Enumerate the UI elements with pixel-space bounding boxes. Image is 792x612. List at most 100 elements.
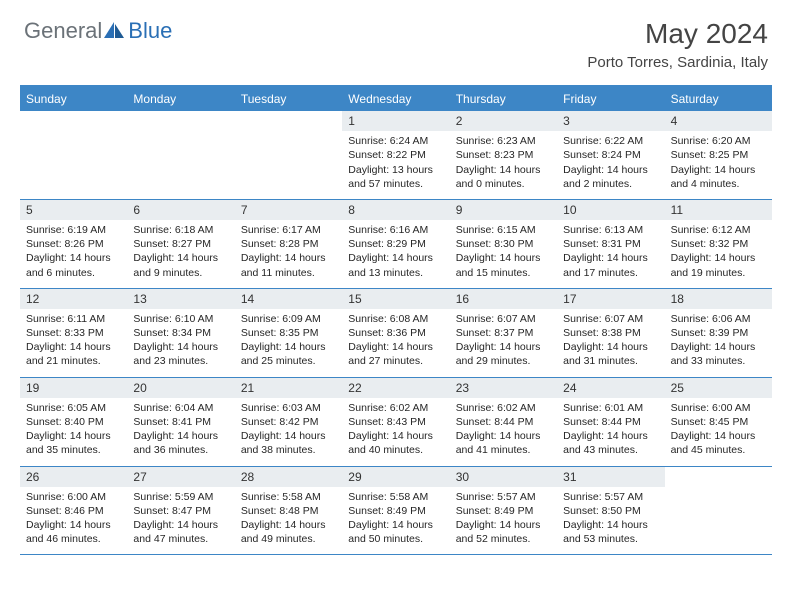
- daylight-line: Daylight: 14 hours and 53 minutes.: [563, 518, 658, 546]
- day-cell: 20Sunrise: 6:04 AMSunset: 8:41 PMDayligh…: [127, 378, 234, 466]
- day-number: 2: [456, 114, 463, 128]
- sunrise-line: Sunrise: 6:13 AM: [563, 223, 658, 237]
- day-cell: 3Sunrise: 6:22 AMSunset: 8:24 PMDaylight…: [557, 111, 664, 199]
- sunset-line: Sunset: 8:22 PM: [348, 148, 443, 162]
- sunset-line: Sunset: 8:38 PM: [563, 326, 658, 340]
- daylight-line: Daylight: 14 hours and 33 minutes.: [671, 340, 766, 368]
- sunset-line: Sunset: 8:37 PM: [456, 326, 551, 340]
- logo: General Blue: [24, 18, 172, 44]
- day-number-row: 1: [342, 111, 449, 131]
- day-number-row: 29: [342, 467, 449, 487]
- day-number: 6: [133, 203, 140, 217]
- day-number-row: 11: [665, 200, 772, 220]
- weekday-header: Friday: [557, 87, 664, 111]
- day-number: 4: [671, 114, 678, 128]
- day-cell: 1Sunrise: 6:24 AMSunset: 8:22 PMDaylight…: [342, 111, 449, 199]
- sunset-line: Sunset: 8:32 PM: [671, 237, 766, 251]
- sunset-line: Sunset: 8:23 PM: [456, 148, 551, 162]
- day-number-row: 12: [20, 289, 127, 309]
- day-number-row: 15: [342, 289, 449, 309]
- weekday-header: Saturday: [665, 87, 772, 111]
- day-number: 3: [563, 114, 570, 128]
- day-number-row: 20: [127, 378, 234, 398]
- day-number: 22: [348, 381, 361, 395]
- day-number: 14: [241, 292, 254, 306]
- sunrise-line: Sunrise: 5:58 AM: [348, 490, 443, 504]
- day-cell: 30Sunrise: 5:57 AMSunset: 8:49 PMDayligh…: [450, 467, 557, 555]
- logo-text-blue: Blue: [128, 18, 172, 44]
- day-cell: 8Sunrise: 6:16 AMSunset: 8:29 PMDaylight…: [342, 200, 449, 288]
- day-cell: 13Sunrise: 6:10 AMSunset: 8:34 PMDayligh…: [127, 289, 234, 377]
- day-number-row: 28: [235, 467, 342, 487]
- sunrise-line: Sunrise: 6:04 AM: [133, 401, 228, 415]
- day-cell: 21Sunrise: 6:03 AMSunset: 8:42 PMDayligh…: [235, 378, 342, 466]
- day-number-row: 31: [557, 467, 664, 487]
- daylight-line: Daylight: 14 hours and 46 minutes.: [26, 518, 121, 546]
- sunset-line: Sunset: 8:30 PM: [456, 237, 551, 251]
- day-number: 10: [563, 203, 576, 217]
- day-cell: 25Sunrise: 6:00 AMSunset: 8:45 PMDayligh…: [665, 378, 772, 466]
- location-text: Porto Torres, Sardinia, Italy: [587, 54, 768, 71]
- sunrise-line: Sunrise: 6:20 AM: [671, 134, 766, 148]
- sunset-line: Sunset: 8:49 PM: [456, 504, 551, 518]
- daylight-line: Daylight: 14 hours and 31 minutes.: [563, 340, 658, 368]
- day-number: 17: [563, 292, 576, 306]
- day-number-row: 25: [665, 378, 772, 398]
- sunrise-line: Sunrise: 6:09 AM: [241, 312, 336, 326]
- day-cell: 24Sunrise: 6:01 AMSunset: 8:44 PMDayligh…: [557, 378, 664, 466]
- daylight-line: Daylight: 14 hours and 47 minutes.: [133, 518, 228, 546]
- daylight-line: Daylight: 14 hours and 38 minutes.: [241, 429, 336, 457]
- sunrise-line: Sunrise: 6:24 AM: [348, 134, 443, 148]
- day-cell: 17Sunrise: 6:07 AMSunset: 8:38 PMDayligh…: [557, 289, 664, 377]
- daylight-line: Daylight: 14 hours and 11 minutes.: [241, 251, 336, 279]
- day-number: 11: [671, 203, 683, 217]
- sunrise-line: Sunrise: 5:59 AM: [133, 490, 228, 504]
- header: General Blue May 2024 Porto Torres, Sard…: [0, 0, 792, 77]
- day-cell: 12Sunrise: 6:11 AMSunset: 8:33 PMDayligh…: [20, 289, 127, 377]
- sunrise-line: Sunrise: 6:15 AM: [456, 223, 551, 237]
- day-number: 24: [563, 381, 576, 395]
- day-cell: 5Sunrise: 6:19 AMSunset: 8:26 PMDaylight…: [20, 200, 127, 288]
- day-number-row: 19: [20, 378, 127, 398]
- daylight-line: Daylight: 14 hours and 36 minutes.: [133, 429, 228, 457]
- day-cell: 2Sunrise: 6:23 AMSunset: 8:23 PMDaylight…: [450, 111, 557, 199]
- week-row: 26Sunrise: 6:00 AMSunset: 8:46 PMDayligh…: [20, 467, 772, 556]
- sunrise-line: Sunrise: 6:07 AM: [456, 312, 551, 326]
- sunrise-line: Sunrise: 6:01 AM: [563, 401, 658, 415]
- sunset-line: Sunset: 8:25 PM: [671, 148, 766, 162]
- day-cell: 4Sunrise: 6:20 AMSunset: 8:25 PMDaylight…: [665, 111, 772, 199]
- sunset-line: Sunset: 8:45 PM: [671, 415, 766, 429]
- day-cell: 28Sunrise: 5:58 AMSunset: 8:48 PMDayligh…: [235, 467, 342, 555]
- day-number: 5: [26, 203, 33, 217]
- sunrise-line: Sunrise: 6:12 AM: [671, 223, 766, 237]
- daylight-line: Daylight: 14 hours and 13 minutes.: [348, 251, 443, 279]
- day-number-row: 17: [557, 289, 664, 309]
- sunset-line: Sunset: 8:49 PM: [348, 504, 443, 518]
- day-number: 20: [133, 381, 146, 395]
- day-cell-empty: [235, 111, 342, 199]
- day-number: 8: [348, 203, 355, 217]
- daylight-line: Daylight: 14 hours and 52 minutes.: [456, 518, 551, 546]
- day-number-row: 6: [127, 200, 234, 220]
- sunrise-line: Sunrise: 6:11 AM: [26, 312, 121, 326]
- sunset-line: Sunset: 8:50 PM: [563, 504, 658, 518]
- sunset-line: Sunset: 8:44 PM: [563, 415, 658, 429]
- calendar-body: 1 Sunrise: 6:24 AMSunset: 8:22 PM Daylight…: [20, 111, 772, 555]
- sunrise-line: Sunrise: 6:03 AM: [241, 401, 336, 415]
- day-number-row: 14: [235, 289, 342, 309]
- day-number: 18: [671, 292, 684, 306]
- day-number: 26: [26, 470, 39, 484]
- daylight-line: Daylight: 14 hours and 19 minutes.: [671, 251, 766, 279]
- day-cell: 27Sunrise: 5:59 AMSunset: 8:47 PMDayligh…: [127, 467, 234, 555]
- week-row: 1Sunrise: 6:24 AMSunset: 8:22 PMDaylight…: [20, 111, 772, 200]
- week-row: 12 Sunrise: 6:11 AMSunset: 8:33 PM Dayligh…: [20, 289, 772, 378]
- weekday-header: Wednesday: [342, 87, 449, 111]
- day-number-row: 4: [665, 111, 772, 131]
- day-number-row: 16: [450, 289, 557, 309]
- day-number: 27: [133, 470, 146, 484]
- sunrise-line: Sunrise: 6:23 AM: [456, 134, 551, 148]
- sunset-line: Sunset: 8:27 PM: [133, 237, 228, 251]
- day-cell: 11 Sunrise: 6:12 AMSunset: 8:32 PMDayligh…: [665, 200, 772, 288]
- sunset-line: Sunset: 8:33 PM: [26, 326, 121, 340]
- day-number: 23: [456, 381, 469, 395]
